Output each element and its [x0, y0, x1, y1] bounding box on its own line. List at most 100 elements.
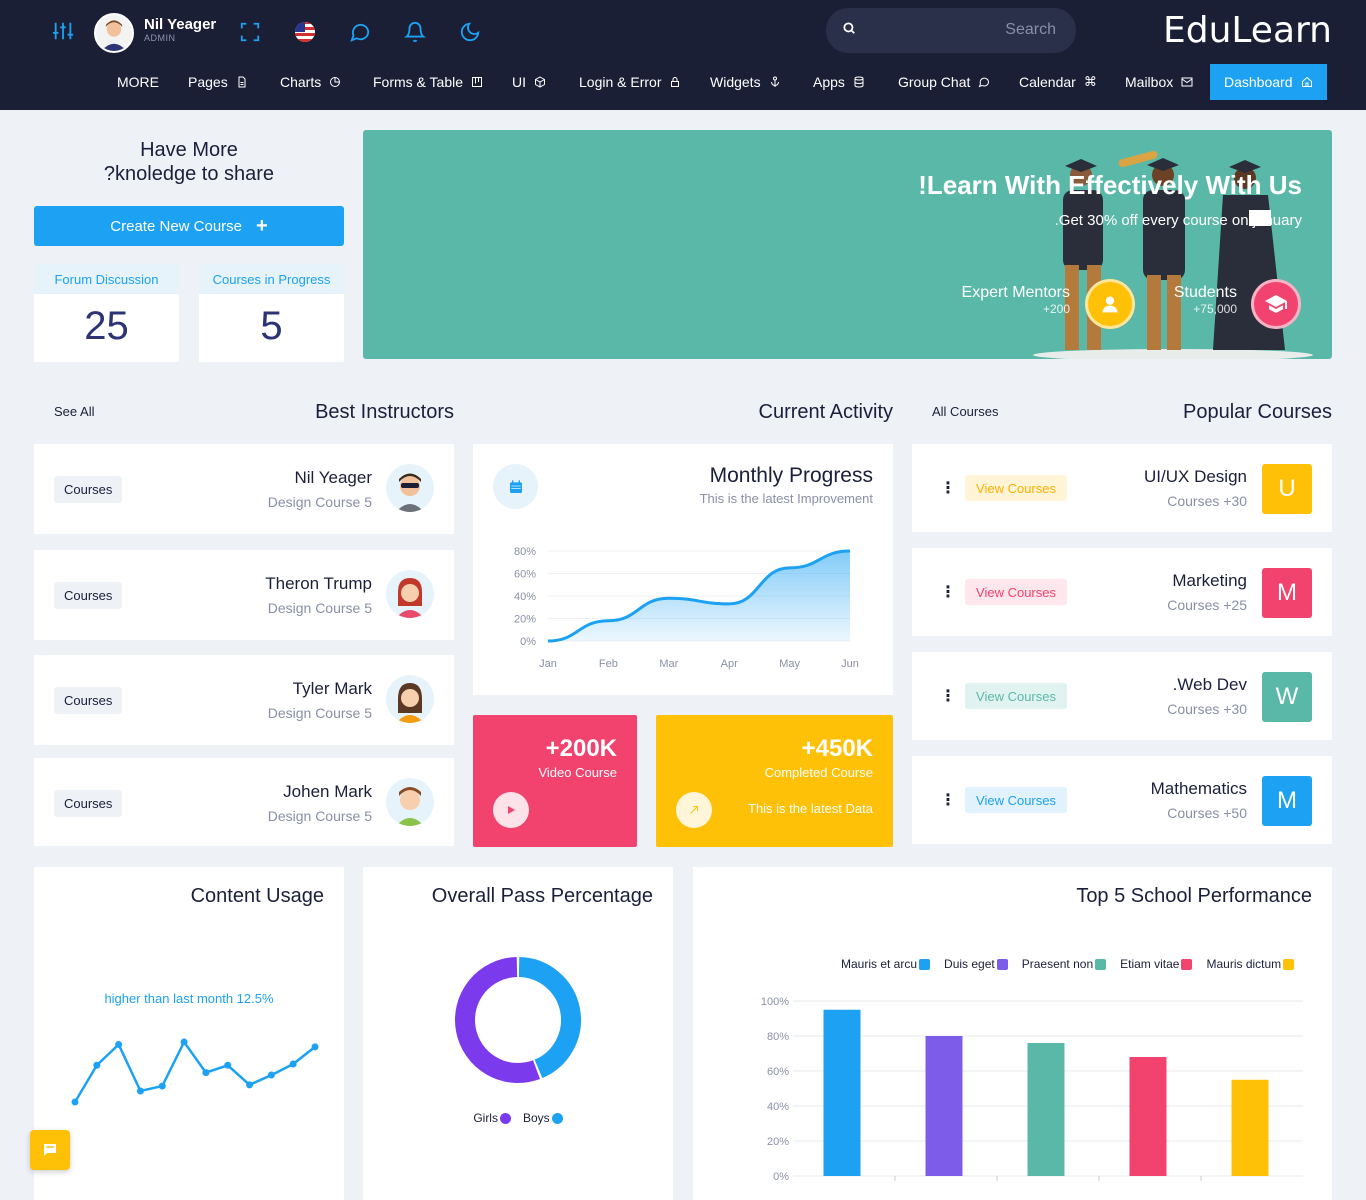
- menu-label: MORE: [117, 74, 159, 90]
- course-letter-badge: M: [1262, 776, 1312, 826]
- video-course-tile: +200K Video Course: [473, 715, 637, 847]
- lock-icon: [671, 77, 680, 87]
- menu-item-mailbox[interactable]: Mailbox: [1125, 64, 1193, 100]
- instructor-card[interactable]: Courses Tyler Mark Design Course 5: [34, 655, 454, 745]
- us-flag-icon[interactable]: [294, 21, 316, 43]
- y-tick-label: 60%: [514, 569, 536, 581]
- legend-item: Mauris et arcu: [841, 957, 931, 971]
- popular-course-card[interactable]: ⋮ View Courses .Web Dev Courses +30 W: [912, 652, 1332, 740]
- menu-item-ui[interactable]: UI: [512, 64, 546, 100]
- pass-donut-chart: [455, 957, 581, 1083]
- menu-item-group-chat[interactable]: Group Chat: [898, 64, 990, 100]
- more-vertical-icon[interactable]: ⋮: [940, 480, 956, 497]
- moon-icon[interactable]: [459, 21, 481, 43]
- top-navbar: Nil Yeager ADMIN Search EduLearn MORE Pa…: [0, 0, 1366, 110]
- view-courses-button[interactable]: View Courses: [965, 787, 1067, 813]
- courses-button[interactable]: Courses: [54, 687, 123, 714]
- view-courses-button[interactable]: View Courses: [965, 475, 1067, 501]
- search-input[interactable]: Search: [1005, 21, 1056, 38]
- menu-item-login-error[interactable]: Login & Error: [579, 64, 681, 100]
- best-instructors-title: Best Instructors: [315, 401, 454, 423]
- menu-item-apps[interactable]: Apps: [813, 64, 865, 100]
- legend-item: Duis eget: [944, 957, 1008, 971]
- stat-value: 25: [84, 304, 129, 348]
- legend-label: Boys: [522, 1111, 550, 1125]
- usage-point: [202, 1069, 210, 1077]
- brand-logo: EduLearn: [1162, 10, 1332, 51]
- course-count: Courses +25: [1167, 597, 1247, 613]
- x-tick-label: Apr: [721, 658, 738, 670]
- legend-item: Praesent non: [1021, 957, 1107, 971]
- legend-label: Praesent non: [1021, 957, 1094, 971]
- school-bar-chart: 0% 20% 40% 60% 80% 100%: [761, 996, 1303, 1183]
- progress-line: [547, 549, 851, 643]
- more-vertical-icon[interactable]: ⋮: [940, 584, 956, 601]
- avatar[interactable]: [94, 13, 134, 53]
- menu-item-widgets[interactable]: Widgets: [710, 64, 781, 100]
- tile-label: Completed Course: [764, 765, 873, 780]
- legend-label: Mauris dictum: [1206, 957, 1282, 971]
- bell-icon[interactable]: [404, 21, 426, 43]
- instructor-card[interactable]: Courses Johen Mark Design Course 5: [34, 758, 454, 846]
- menu-item-forms-table[interactable]: Forms & Table: [373, 64, 483, 100]
- search-icon: [842, 21, 856, 40]
- menu-item-dashboard[interactable]: Dashboard: [1210, 64, 1327, 100]
- menu-label: UI: [512, 74, 526, 90]
- instructor-name: Theron Trump: [265, 574, 372, 593]
- courses-button[interactable]: Courses: [54, 476, 123, 503]
- legend-label: Etiam vitae: [1120, 957, 1180, 971]
- bar: [1231, 1079, 1269, 1176]
- plus-icon: +: [256, 215, 268, 237]
- school-performance-card: Top 5 School Performance Mauris et arcu D…: [693, 867, 1332, 1200]
- popular-course-card[interactable]: ⋮ View Courses Marketing Courses +25 M: [912, 548, 1332, 636]
- play-icon[interactable]: [493, 792, 529, 828]
- chat-icon[interactable]: [349, 21, 371, 43]
- see-all-link[interactable]: See All: [54, 404, 95, 419]
- instructor-course: Design Course 5: [267, 494, 372, 510]
- more-vertical-icon[interactable]: ⋮: [940, 792, 956, 809]
- legend-swatch: [1181, 958, 1193, 970]
- x-tick-label: Mar: [659, 658, 678, 670]
- sliders-icon[interactable]: [52, 20, 74, 42]
- pass-legend: Girls Boys: [363, 1111, 673, 1125]
- fullscreen-icon[interactable]: [239, 21, 261, 43]
- create-course-button[interactable]: Create New Course +: [34, 206, 344, 246]
- instructor-card[interactable]: Courses Nil Yeager Design Course 5: [34, 444, 454, 534]
- banner-title: !Learn With Effectively With Us: [918, 170, 1302, 200]
- monthly-progress-subtitle: This is the latest Improvement: [699, 491, 873, 506]
- usage-point: [136, 1087, 144, 1095]
- bar: [925, 1036, 963, 1176]
- menu-item-pages[interactable]: Pages: [188, 64, 248, 100]
- all-courses-link[interactable]: All Courses: [932, 404, 999, 419]
- view-courses-button[interactable]: View Courses: [965, 683, 1067, 709]
- more-vertical-icon[interactable]: ⋮: [940, 688, 956, 705]
- tile-value: +200K: [545, 735, 617, 762]
- trending-up-icon[interactable]: [676, 792, 712, 828]
- menu-item-more[interactable]: MORE: [117, 64, 159, 100]
- courses-button[interactable]: Courses: [54, 582, 123, 609]
- tile-value: +450K: [801, 735, 873, 762]
- menu-label: Forms & Table: [373, 74, 463, 90]
- instructor-card[interactable]: Courses Theron Trump Design Course 5: [34, 550, 454, 640]
- menu-item-calendar[interactable]: Calendar ⌘: [1019, 64, 1097, 100]
- pass-percentage-card: Overall Pass Percentage Girls Boys: [363, 867, 673, 1200]
- popular-course-card[interactable]: ⋮ View Courses Mathematics Courses +50 M: [912, 756, 1332, 844]
- avatar: [386, 675, 434, 723]
- menu-item-charts[interactable]: Charts: [280, 64, 341, 100]
- legend-swatch: [996, 958, 1008, 970]
- donut-slice: [518, 957, 581, 1079]
- database-icon: [854, 76, 864, 88]
- popular-course-card[interactable]: ⋮ View Courses UI/UX Design Courses +30 …: [912, 444, 1332, 532]
- view-courses-button[interactable]: View Courses: [965, 579, 1067, 605]
- graduation-cap-icon: [1251, 279, 1301, 329]
- search-bar[interactable]: Search: [826, 8, 1076, 53]
- promo-banner: !Learn With Effectively With Us .Get 30%…: [363, 130, 1332, 359]
- x-tick-label: Jan: [539, 658, 557, 670]
- courses-button[interactable]: Courses: [54, 790, 123, 817]
- x-tick-label: Jun: [841, 658, 859, 670]
- completed-course-tile: +450K Completed Course This is the lates…: [656, 715, 893, 847]
- monthly-progress-title: Monthly Progress: [709, 464, 873, 487]
- course-letter-badge: M: [1262, 568, 1312, 618]
- stat-courses-in-progress: Courses in Progress 5: [199, 264, 344, 362]
- chat-widget-button[interactable]: [30, 1130, 70, 1170]
